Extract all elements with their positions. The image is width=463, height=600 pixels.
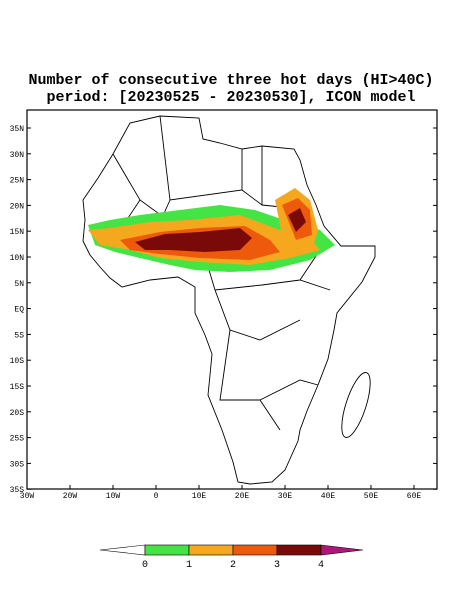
lon-tick-label: 60E: [407, 492, 422, 501]
lat-tick-label: 20N: [10, 202, 25, 211]
lat-tick-label: EQ: [14, 306, 24, 315]
lon-tick-label: 20E: [235, 492, 250, 501]
lat-tick-label: 10N: [10, 254, 25, 263]
lat-tick-label: 25N: [10, 177, 25, 186]
lon-tick-label: 10E: [192, 492, 207, 501]
lat-tick-label: 15N: [10, 228, 25, 237]
lon-tick-label: 20W: [63, 492, 78, 501]
lat-tick-label: 20S: [10, 409, 25, 418]
lat-tick-label: 35S: [10, 486, 25, 495]
lat-tick-label: 30N: [10, 151, 25, 160]
colorbar-label: 1: [186, 560, 192, 571]
colorbar-end: [99, 544, 146, 556]
lat-tick-label: 35N: [10, 125, 25, 134]
lat-tick-label: 15S: [10, 383, 25, 392]
lon-tick-label: 0: [154, 492, 159, 501]
colorbar-label: 3: [274, 560, 280, 571]
lon-tick-label: 50E: [364, 492, 379, 501]
level-4: [288, 208, 306, 232]
colorbar-box: [276, 544, 322, 556]
colorbar-box: [188, 544, 234, 556]
hot-days-field: [88, 188, 335, 272]
colorbar-label: 0: [142, 560, 148, 571]
lon-tick-label: 40E: [321, 492, 336, 501]
lon-tick-label: 30W: [20, 492, 35, 501]
lat-tick-label: 10S: [10, 357, 25, 366]
colorbar-label: 2: [230, 560, 236, 571]
colorbar-end: [320, 544, 364, 556]
level-4: [135, 228, 252, 252]
continent: [82, 115, 376, 485]
island: [341, 372, 371, 438]
lat-tick-label: 30S: [10, 460, 25, 469]
lon-tick-label: 30E: [278, 492, 293, 501]
title-line: period: [20230525 - 20230530], ICON mode…: [46, 89, 415, 106]
lat-tick-label: 25S: [10, 435, 25, 444]
colorbar-box: [232, 544, 278, 556]
title-line: Number of consecutive three hot days (HI…: [28, 72, 433, 89]
lat-tick-label: 5N: [14, 280, 24, 289]
colorbar-box: [144, 544, 190, 556]
lon-tick-label: 10W: [106, 492, 121, 501]
colorbar-label: 4: [318, 560, 324, 571]
lat-tick-label: 5S: [14, 331, 24, 340]
map-frame: [26, 109, 438, 490]
